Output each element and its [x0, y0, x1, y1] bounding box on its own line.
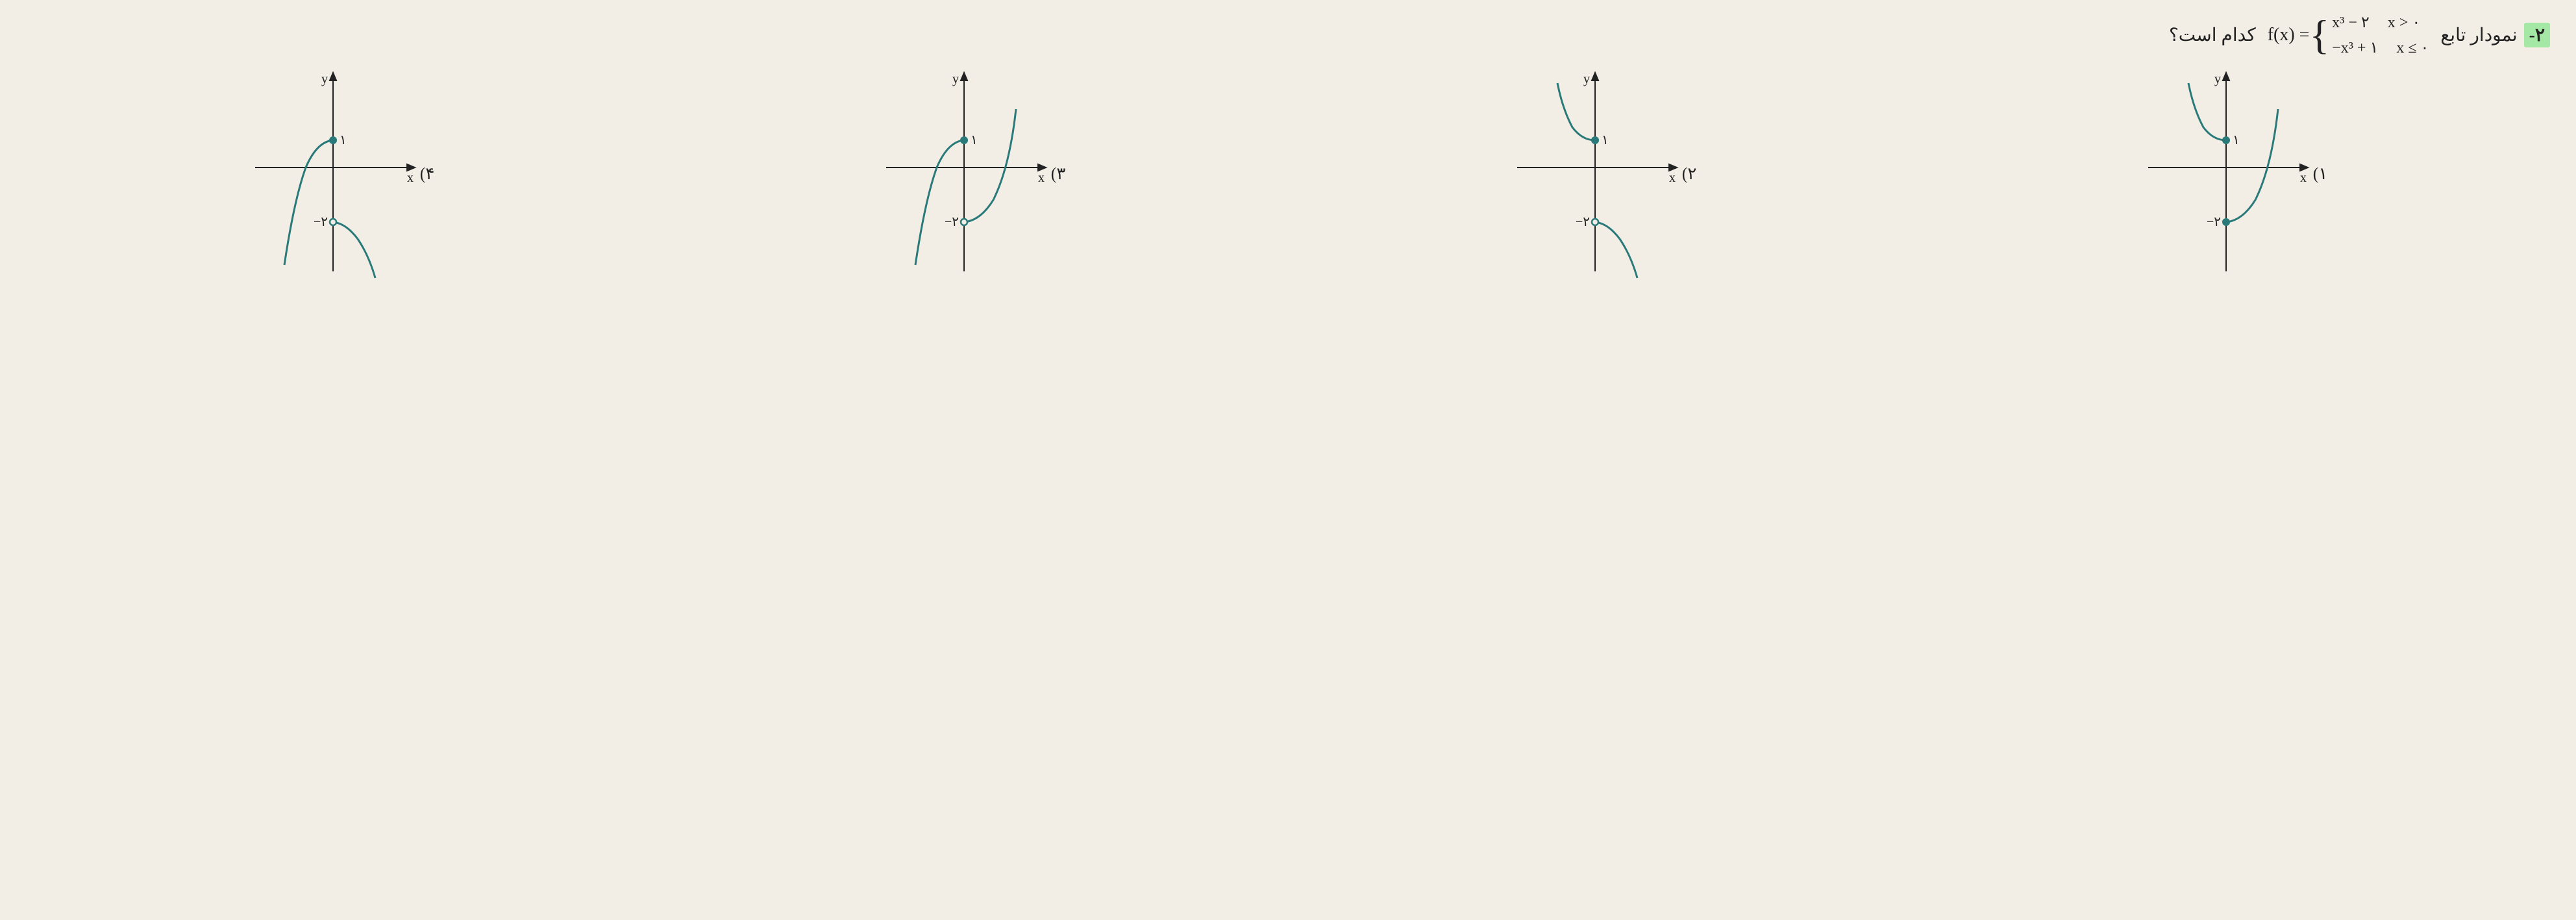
- point-one-filled: [2223, 137, 2229, 143]
- graph-4: y ۱ −۲ x: [249, 70, 417, 278]
- fx-label: f(x) =: [2268, 25, 2310, 45]
- case1-expr: x³ − ۲: [2332, 13, 2370, 32]
- question-prefix: نمودار تابع: [2440, 24, 2517, 46]
- option-3-label: (۳: [1051, 164, 1066, 184]
- graphs-row: y ۱ −۲ x (۱ y ۱: [26, 70, 2550, 278]
- x-axis-label: x: [1038, 171, 1045, 185]
- label-one: ۱: [971, 133, 978, 147]
- option-1: y ۱ −۲ x (۱: [2142, 70, 2328, 278]
- option-4-label: (۴: [420, 164, 435, 184]
- label-neg2: −۲: [2207, 215, 2221, 229]
- question-suffix: کدام است؟: [2169, 24, 2256, 46]
- point-one-filled: [961, 137, 967, 143]
- graph-3: y ۱ −۲ x: [880, 70, 1048, 278]
- piecewise-function: f(x) = { x³ − ۲ x > ۰ −x³ + ۱ x ≤ ۰: [2268, 13, 2429, 57]
- question-number: ۲-: [2524, 23, 2550, 47]
- case1-cond: x > ۰: [2388, 13, 2420, 32]
- option-3: y ۱ −۲ x (۳: [880, 70, 1066, 278]
- option-2: y ۱ −۲ x (۲: [1511, 70, 1697, 278]
- point-one-filled: [1592, 137, 1598, 143]
- x-axis-label: x: [1669, 171, 1676, 185]
- y-axis-label: y: [2214, 72, 2221, 86]
- point-neg2-open: [961, 219, 967, 225]
- graph-2: y ۱ −۲ x: [1511, 70, 1679, 278]
- brace-icon: {: [2309, 18, 2329, 51]
- point-neg2-filled: [2223, 219, 2229, 225]
- y-axis-label: y: [321, 72, 328, 86]
- point-neg2-open: [330, 219, 336, 225]
- cases: x³ − ۲ x > ۰ −x³ + ۱ x ≤ ۰: [2332, 13, 2429, 57]
- option-2-label: (۲: [1682, 164, 1697, 184]
- x-axis-label: x: [407, 171, 414, 185]
- label-one: ۱: [1602, 133, 1609, 147]
- case2-cond: x ≤ ۰: [2396, 38, 2429, 57]
- y-axis-label: y: [1583, 72, 1590, 86]
- point-neg2-open: [1592, 219, 1598, 225]
- label-one: ۱: [340, 133, 347, 147]
- graph-1: y ۱ −۲ x: [2142, 70, 2310, 278]
- y-axis-label: y: [952, 72, 959, 86]
- option-4: y ۱ −۲ x (۴: [249, 70, 435, 278]
- label-neg2: −۲: [945, 215, 959, 229]
- x-axis-label: x: [2300, 171, 2307, 185]
- point-one-filled: [330, 137, 336, 143]
- option-1-label: (۱: [2313, 164, 2328, 184]
- question-row: ۲- نمودار تابع f(x) = { x³ − ۲ x > ۰ −x³…: [26, 13, 2550, 57]
- label-neg2: −۲: [1576, 215, 1590, 229]
- label-neg2: −۲: [314, 215, 328, 229]
- case2-expr: −x³ + ۱: [2332, 38, 2378, 57]
- label-one: ۱: [2233, 133, 2240, 147]
